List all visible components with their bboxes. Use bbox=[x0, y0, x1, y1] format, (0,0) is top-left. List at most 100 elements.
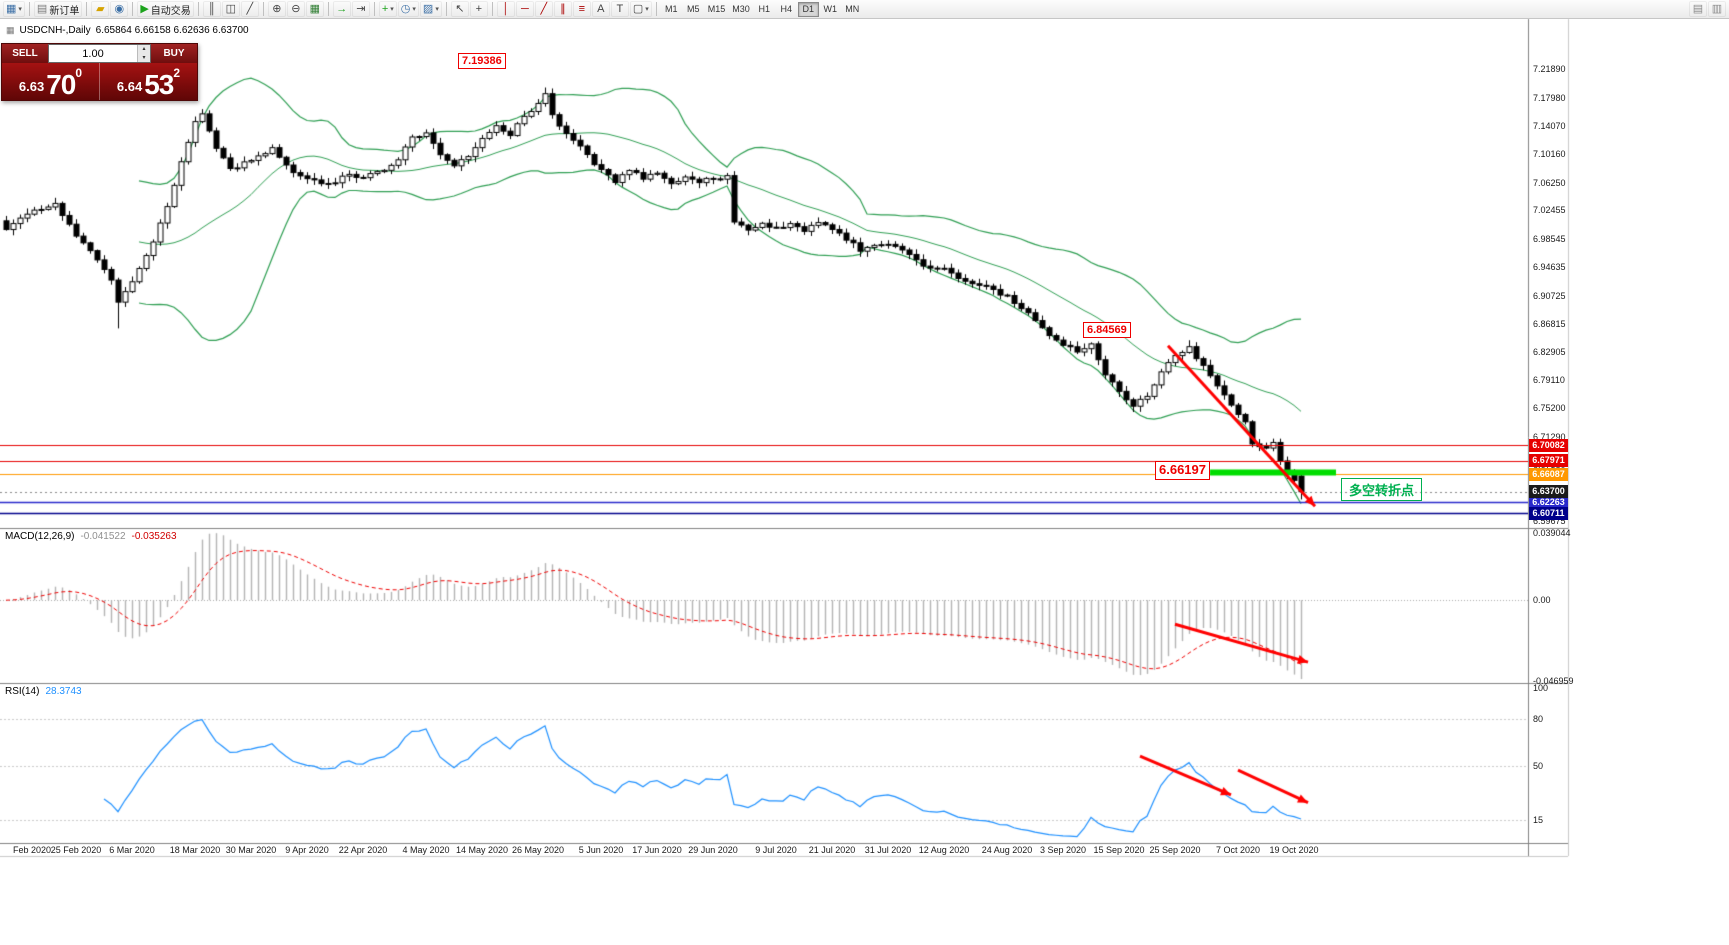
autotrading-button[interactable]: ▶ 自动交易 bbox=[137, 1, 194, 17]
tile-windows-button[interactable]: ▦ bbox=[305, 1, 324, 17]
market-watch-button[interactable]: ◉ bbox=[110, 1, 129, 17]
bar-chart-button[interactable]: ║ bbox=[202, 1, 221, 17]
sell-price[interactable]: 6.63 70 0 bbox=[2, 63, 99, 100]
volume-up-button[interactable]: ▴ bbox=[138, 45, 150, 54]
price-line-tag: 6.67971 bbox=[1529, 454, 1568, 468]
label-button[interactable]: T bbox=[610, 1, 629, 17]
candlestick-icon: ◫ bbox=[225, 2, 236, 15]
date-label: 9 Jul 2020 bbox=[755, 845, 797, 855]
line-chart-button[interactable]: ╱ bbox=[240, 1, 259, 17]
rsi-scale-label: 15 bbox=[1533, 814, 1544, 825]
buy-price[interactable]: 6.64 53 2 bbox=[100, 63, 197, 100]
date-label: 21 Jul 2020 bbox=[808, 845, 856, 855]
vertical-line-icon: │ bbox=[502, 2, 510, 15]
panel-icon: ▥ bbox=[1711, 2, 1723, 15]
date-label: 30 Mar 2020 bbox=[225, 845, 277, 855]
toolbar-extra-button-1[interactable]: ▤ bbox=[1689, 1, 1707, 17]
indicator-plus-icon: + bbox=[381, 2, 389, 15]
auto-scroll-button[interactable]: → bbox=[332, 1, 351, 17]
indicators-button[interactable]: + ▾ bbox=[378, 1, 397, 17]
date-label: 17 Jun 2020 bbox=[632, 845, 682, 855]
dropdown-arrow-icon: ▾ bbox=[390, 6, 394, 13]
play-icon: ▶ bbox=[140, 2, 149, 15]
toolbar-separator bbox=[197, 2, 199, 16]
price-label-flag: 7.19386 bbox=[458, 53, 506, 70]
price-scale-tick: 6.79110 bbox=[1533, 374, 1565, 385]
chart-symbol-period: USDCNH-,Daily bbox=[19, 25, 91, 36]
chart-title: ▦ USDCNH-,Daily 6.65864 6.66158 6.62636 … bbox=[6, 25, 249, 36]
horizontal-line-button[interactable]: ─ bbox=[515, 1, 534, 17]
date-label: 9 Apr 2020 bbox=[285, 845, 329, 855]
rsi-scale-label: 80 bbox=[1533, 714, 1544, 724]
sell-button[interactable]: SELL bbox=[2, 44, 48, 63]
trendline-icon: ╱ bbox=[540, 2, 548, 15]
timeframe-h4[interactable]: H4 bbox=[776, 2, 797, 17]
timeframe-h1[interactable]: H1 bbox=[754, 2, 775, 17]
date-label: 3 Sep 2020 bbox=[1039, 845, 1087, 855]
metaeditor-button[interactable]: ▰ bbox=[91, 1, 110, 17]
shapes-icon: ▢ bbox=[632, 2, 644, 15]
macd-scale-label: 0.00 bbox=[1533, 595, 1551, 606]
toolbar-separator bbox=[86, 2, 88, 16]
macd-scale-label: 0.039044 bbox=[1533, 528, 1571, 538]
date-label: 25 Sep 2020 bbox=[1149, 845, 1201, 855]
timeframe-m15[interactable]: M15 bbox=[705, 2, 729, 17]
toolbar-separator bbox=[491, 2, 493, 16]
time-axis[interactable]: Feb 2020 25 Feb 2020 6 Mar 2020 18 Mar 2020… bbox=[0, 844, 1568, 857]
rsi-scale-label: 100 bbox=[1533, 683, 1549, 693]
buy-button[interactable]: BUY bbox=[151, 44, 197, 63]
zoom-in-button[interactable]: ⊕ bbox=[267, 1, 286, 17]
date-label: Feb 2020 bbox=[13, 845, 52, 855]
rsi-value: 28.3743 bbox=[45, 686, 82, 697]
volume-spinner: ▴ ▾ bbox=[137, 45, 150, 62]
volume-input[interactable] bbox=[49, 45, 137, 62]
vertical-line-button[interactable]: │ bbox=[496, 1, 515, 17]
macd-main-value: -0.041522 bbox=[80, 531, 126, 542]
fibonacci-icon: ≡ bbox=[578, 2, 586, 15]
timeframe-mn[interactable]: MN bbox=[842, 2, 863, 17]
toolbar-separator bbox=[327, 2, 329, 16]
timeframe-m1[interactable]: M1 bbox=[661, 2, 682, 17]
channel-button[interactable]: ∥ bbox=[553, 1, 572, 17]
sell-price-sup: 0 bbox=[75, 66, 83, 80]
date-label: 14 May 2020 bbox=[455, 845, 509, 855]
date-label: 12 Aug 2020 bbox=[918, 845, 970, 855]
buy-price-base: 6.64 bbox=[116, 79, 143, 94]
shapes-button[interactable]: ▢ ▾ bbox=[629, 1, 652, 17]
periods-button[interactable]: ◷ ▾ bbox=[397, 1, 419, 17]
price-scale-tick: 7.10160 bbox=[1533, 149, 1566, 160]
crosshair-button[interactable]: + bbox=[469, 1, 488, 17]
text-button[interactable]: A bbox=[591, 1, 610, 17]
price-scale[interactable]: 7.21890 7.17980 7.14070 7.10160 7.06250 7.024… bbox=[1528, 19, 1574, 857]
cursor-button[interactable]: ↖ bbox=[450, 1, 469, 17]
templates-button[interactable]: ▨ ▾ bbox=[419, 1, 442, 17]
date-label: 4 May 2020 bbox=[402, 845, 450, 855]
label-icon: T bbox=[616, 2, 624, 15]
trendline-button[interactable]: ╱ bbox=[534, 1, 553, 17]
bid-price-tag: 6.63700 bbox=[1529, 485, 1568, 499]
timeframe-w1[interactable]: W1 bbox=[820, 2, 841, 17]
auto-scroll-icon: → bbox=[336, 2, 348, 15]
price-scale-tick: 7.14070 bbox=[1533, 121, 1566, 132]
timeframe-d1[interactable]: D1 bbox=[797, 1, 819, 17]
new-order-button[interactable]: ▤ 新订单 bbox=[33, 1, 83, 17]
fibonacci-button[interactable]: ≡ bbox=[572, 1, 591, 17]
price-scale-tick: 6.86815 bbox=[1533, 318, 1566, 329]
toolbar-separator bbox=[262, 2, 264, 16]
rsi-label: RSI(14) 28.3743 bbox=[5, 686, 82, 697]
tile-windows-icon: ▦ bbox=[309, 2, 320, 15]
chart-shift-button[interactable]: ⇥ bbox=[351, 1, 370, 17]
volume-down-button[interactable]: ▾ bbox=[138, 53, 150, 62]
timeframe-m5[interactable]: M5 bbox=[683, 2, 704, 17]
timeframe-m30[interactable]: M30 bbox=[729, 2, 753, 17]
new-chart-button[interactable]: ▦ ▾ bbox=[3, 1, 25, 17]
toolbar-extra-button-2[interactable]: ▥ bbox=[1708, 1, 1726, 17]
toolbar-separator bbox=[655, 2, 657, 16]
candlestick-chart-button[interactable]: ◫ bbox=[221, 1, 240, 17]
dropdown-arrow-icon: ▾ bbox=[435, 6, 439, 13]
bar-chart-icon: ║ bbox=[207, 2, 216, 15]
toolbar-separator bbox=[373, 2, 375, 16]
zoom-out-button[interactable]: ⊖ bbox=[286, 1, 305, 17]
text-icon: A bbox=[597, 2, 605, 15]
